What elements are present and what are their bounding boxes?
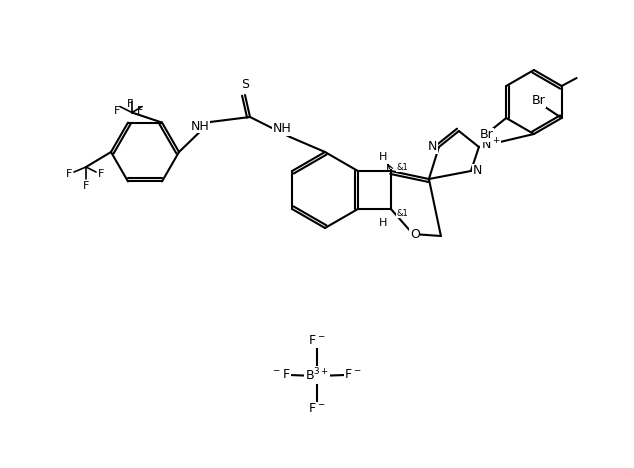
Text: &1: &1 — [397, 162, 409, 171]
Text: NH: NH — [191, 119, 209, 132]
Text: F$^-$: F$^-$ — [308, 335, 326, 348]
Text: F$^-$: F$^-$ — [308, 402, 326, 416]
Text: F: F — [98, 169, 105, 179]
Text: H: H — [378, 152, 387, 162]
Text: &1: &1 — [397, 209, 409, 218]
Text: Br: Br — [532, 95, 545, 108]
Text: B$^{3+}$: B$^{3+}$ — [305, 367, 329, 383]
Text: F: F — [137, 106, 143, 116]
Text: F: F — [127, 99, 133, 109]
Text: $^-$F: $^-$F — [271, 368, 291, 381]
Text: N: N — [427, 140, 437, 154]
Text: F$^-$: F$^-$ — [344, 368, 361, 381]
Text: N$^+$: N$^+$ — [481, 137, 500, 153]
Text: F: F — [113, 106, 120, 116]
Text: S: S — [241, 79, 249, 92]
Text: F: F — [83, 181, 89, 191]
Text: H: H — [378, 218, 387, 228]
Text: N: N — [473, 164, 482, 177]
Text: F: F — [66, 169, 72, 179]
Text: NH: NH — [273, 123, 292, 136]
Text: O: O — [410, 227, 420, 241]
Text: Br: Br — [479, 129, 493, 141]
